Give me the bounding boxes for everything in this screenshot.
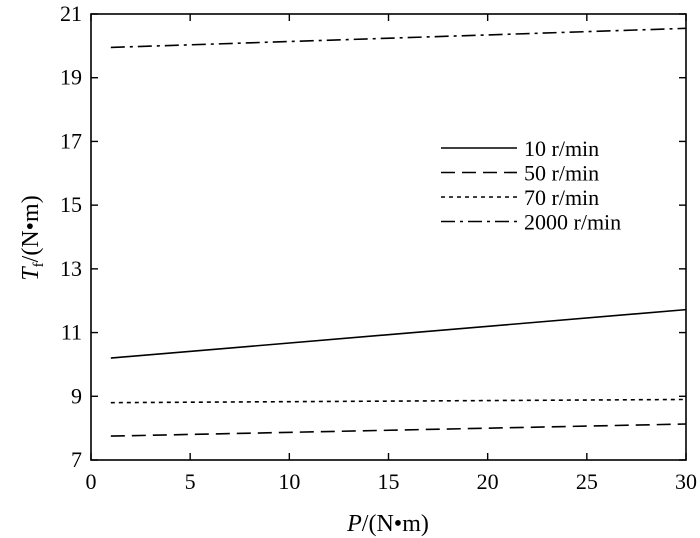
x-tick-label: 10 <box>278 469 300 494</box>
plot-frame <box>90 13 687 461</box>
y-tick-label: 9 <box>71 383 82 408</box>
x-tick-label: 0 <box>86 469 97 494</box>
y-tick-label: 15 <box>60 192 82 217</box>
x-axis-label: P/(N•m) <box>346 511 429 537</box>
x-tick-label: 20 <box>477 469 499 494</box>
plot-area-border <box>90 13 687 461</box>
y-tick-label: 19 <box>60 65 82 90</box>
y-tick-label: 17 <box>60 128 82 153</box>
x-axis: 0 5 10 15 20 25 30 <box>86 14 697 494</box>
legend-label: 2000 r/min <box>524 210 621 235</box>
x-tick-label: 15 <box>378 469 400 494</box>
series-line <box>110 27 687 49</box>
x-tick-label: 25 <box>576 469 598 494</box>
legend-label: 50 r/min <box>524 161 599 186</box>
x-tick-label: 30 <box>675 469 697 494</box>
y-axis: 7 9 11 13 15 17 19 21 <box>60 1 686 472</box>
y-tick-label: 13 <box>60 256 82 281</box>
x-tick-label: 5 <box>185 469 196 494</box>
series-line <box>110 423 687 437</box>
series-line <box>110 308 687 359</box>
y-tick-label: 7 <box>71 447 82 472</box>
legend-label: 10 r/min <box>524 136 599 161</box>
legend-label: 70 r/min <box>524 185 599 210</box>
y-axis-label: Tf/(N•m) <box>18 195 47 280</box>
series-lines <box>110 27 687 437</box>
y-tick-label: 11 <box>61 320 82 345</box>
y-tick-label: 21 <box>60 1 82 26</box>
series-line <box>110 398 687 404</box>
